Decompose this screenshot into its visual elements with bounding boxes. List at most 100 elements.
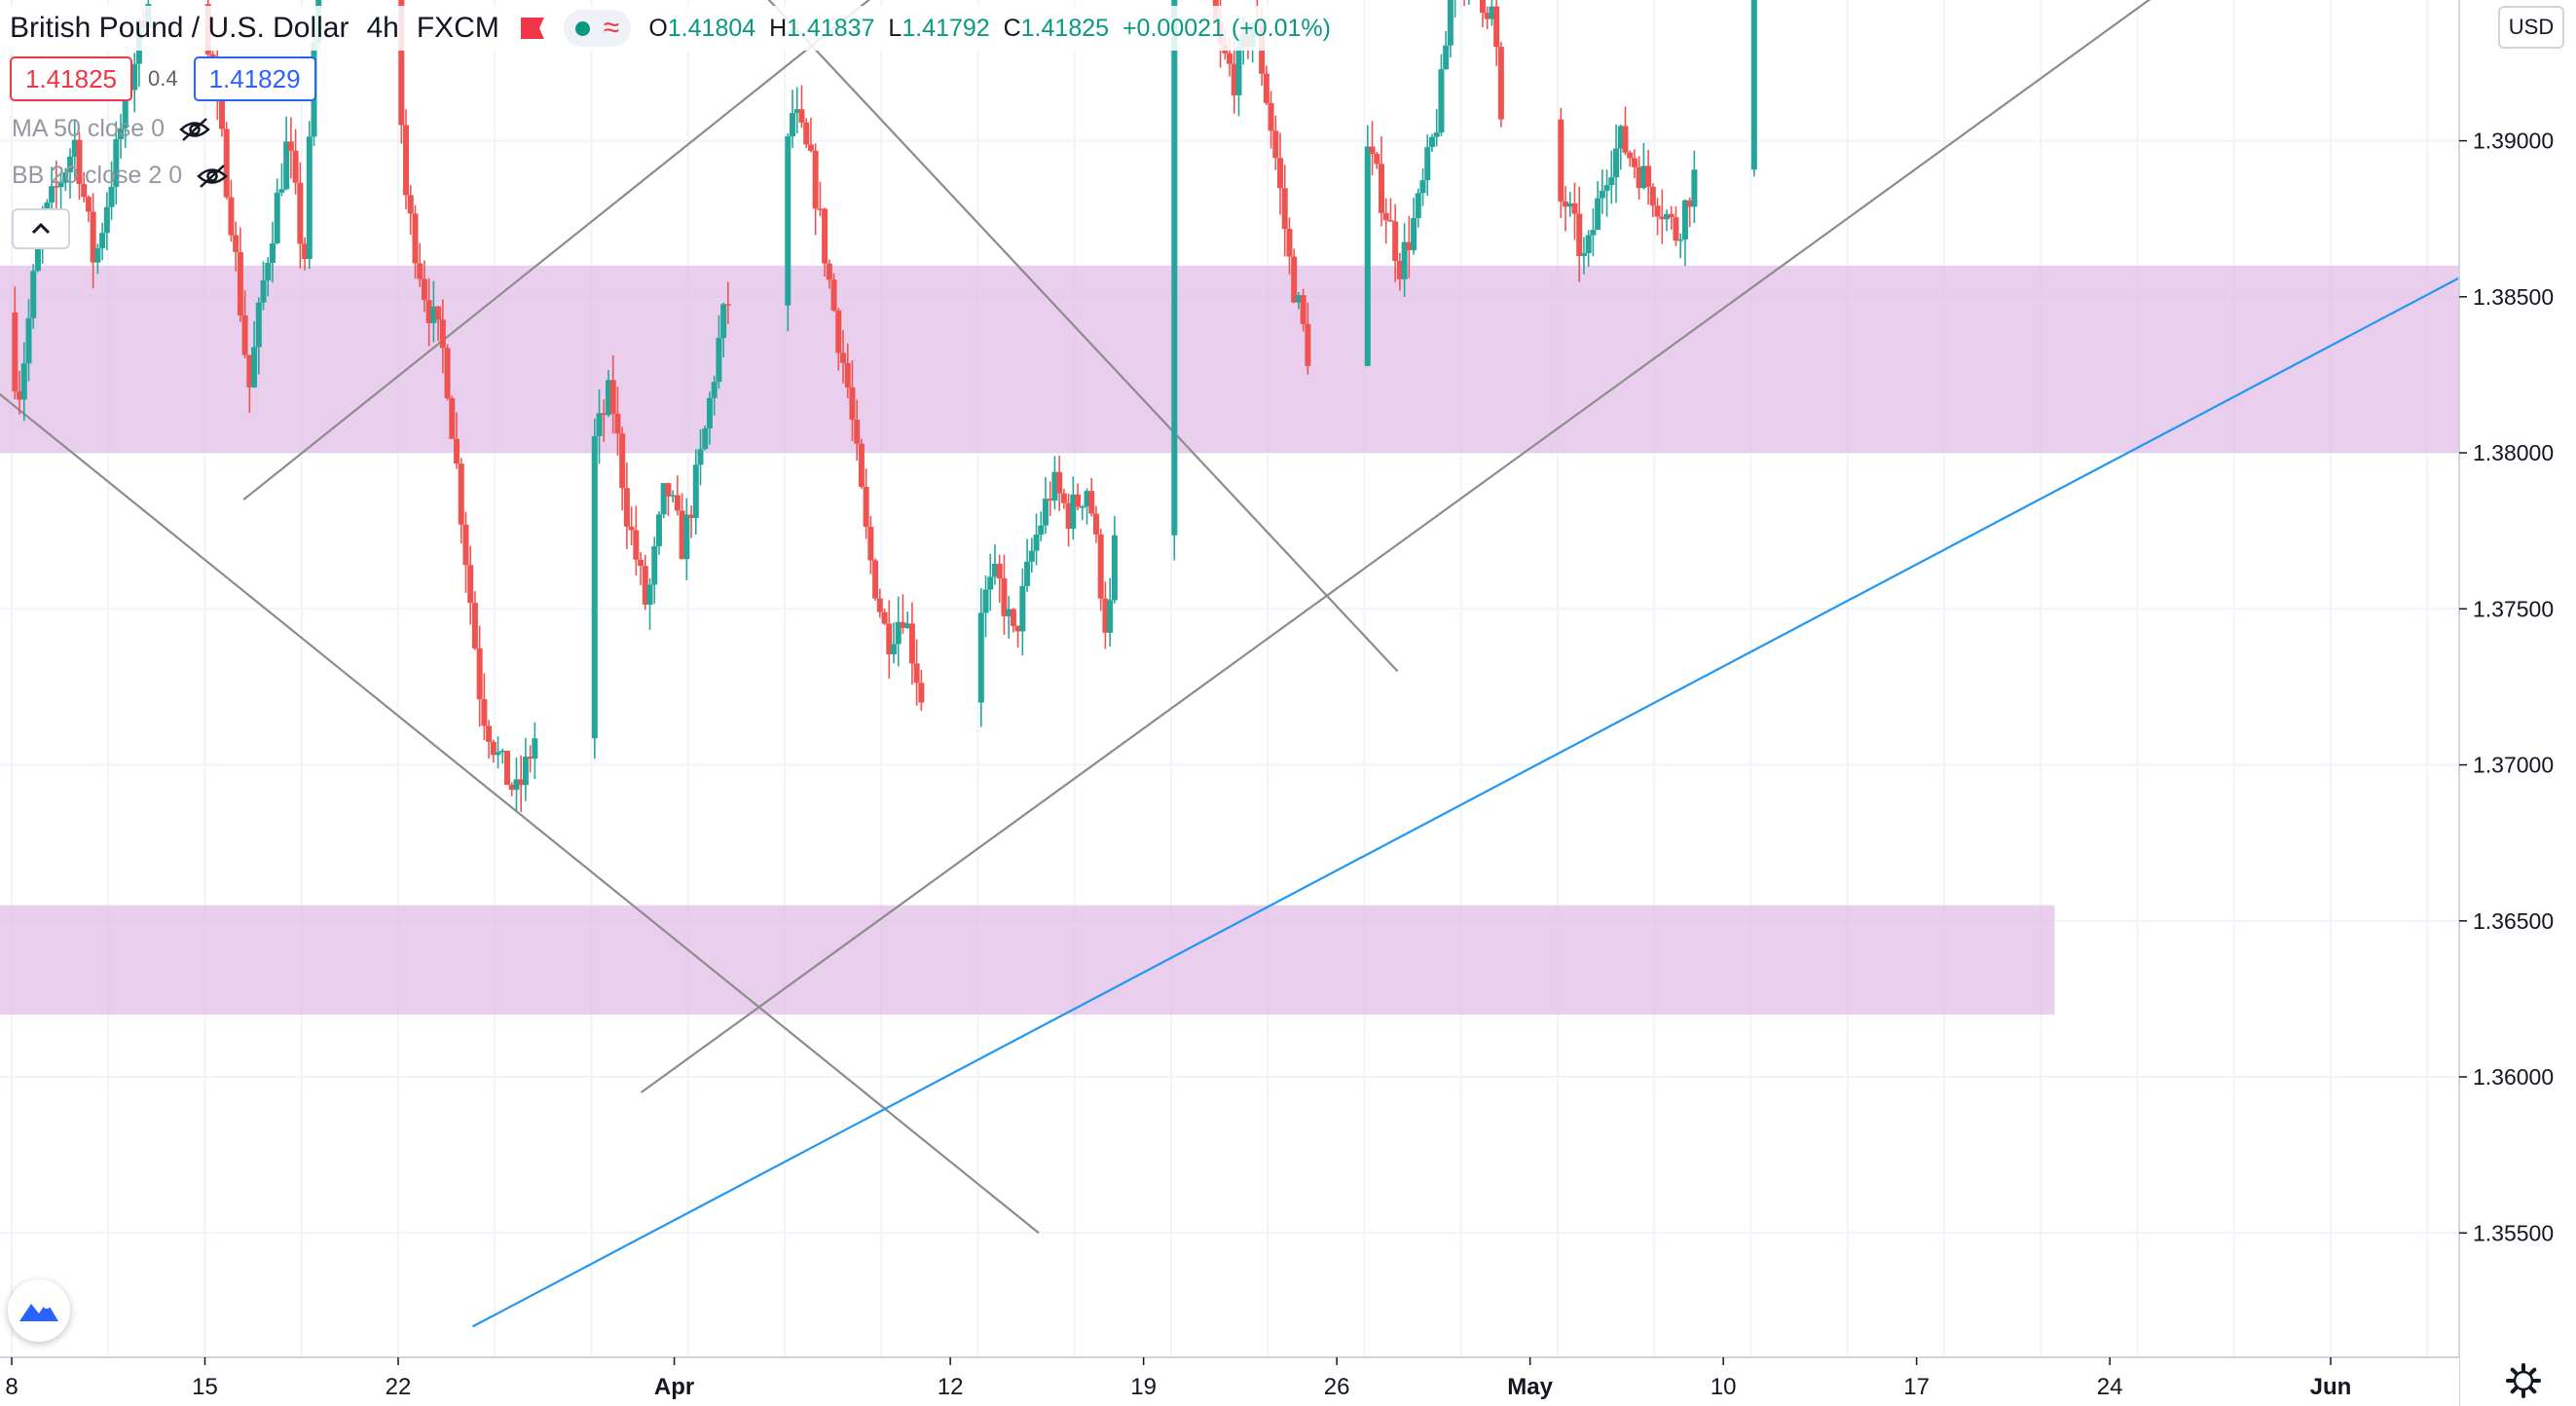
candle-body: [1295, 295, 1302, 303]
candle-body: [854, 419, 861, 444]
candle-body: [1668, 213, 1674, 218]
candle-body: [1603, 185, 1610, 191]
candle-body: [1084, 491, 1090, 507]
candle-body: [812, 150, 819, 209]
interval-label[interactable]: 4h: [366, 12, 399, 44]
candle-body: [237, 251, 243, 316]
candle-body: [1392, 221, 1399, 262]
candle-body: [844, 362, 851, 388]
candle-body: [1447, 0, 1454, 46]
collapse-legend-button[interactable]: [12, 208, 70, 249]
candle-body: [486, 725, 493, 742]
eye-off-icon[interactable]: [196, 164, 229, 189]
settings-gear-icon[interactable]: [2504, 1361, 2543, 1400]
candle-body: [1608, 177, 1615, 186]
candle-body: [297, 182, 304, 244]
candle-body: [609, 380, 616, 414]
candle-body: [793, 109, 800, 114]
symbol-name[interactable]: British Pound / U.S. Dollar: [10, 12, 350, 44]
candle-body: [692, 464, 699, 519]
candle-body: [1268, 102, 1274, 131]
candle-body: [1654, 205, 1661, 217]
candle-body: [638, 559, 644, 567]
candle-body: [1590, 230, 1597, 236]
candle-body: [674, 495, 681, 511]
candle-body: [867, 527, 874, 561]
spread-value: 0.4: [147, 66, 178, 91]
indicator-ma[interactable]: MA 50 close 0: [12, 115, 211, 143]
candle-body: [886, 623, 893, 655]
candle-body: [34, 238, 41, 272]
candle-body: [1673, 217, 1679, 241]
flag-icon[interactable]: [520, 18, 544, 39]
candle-body: [403, 125, 410, 196]
candle-body: [790, 113, 796, 136]
tradingview-logo-button[interactable]: [8, 1279, 70, 1342]
candle-body: [274, 192, 280, 243]
candle-body: [830, 279, 837, 311]
candle-body: [444, 348, 451, 398]
candle-body: [1277, 158, 1284, 189]
candle-body: [471, 603, 478, 648]
candle-body: [614, 413, 621, 434]
candle-body: [1622, 126, 1629, 153]
candle-body: [25, 317, 32, 364]
candle-body: [518, 779, 525, 786]
candle-body: [1227, 53, 1233, 64]
candle-body: [90, 211, 96, 263]
candle-body: [1387, 220, 1394, 222]
sell-button[interactable]: 1.41825: [10, 56, 132, 101]
candle-body: [1677, 239, 1684, 241]
candle-body: [1010, 609, 1016, 626]
candle-body: [807, 144, 814, 151]
candle-body: [1415, 193, 1421, 218]
candle-body: [228, 197, 235, 236]
candle-body: [900, 621, 906, 628]
candle-body: [233, 235, 239, 252]
candle-body: [527, 757, 534, 759]
candle-body: [724, 304, 731, 306]
candle-body: [94, 247, 101, 263]
currency-button[interactable]: USD: [2498, 6, 2564, 49]
change-value: +0.00021 (+0.01%): [1122, 14, 1331, 42]
x-tick-label: 26: [1324, 1374, 1350, 1400]
indicator-bb[interactable]: BB 20 close 2 0: [12, 162, 229, 190]
candle-body: [826, 263, 832, 280]
candle-body: [425, 300, 432, 323]
candle-body: [633, 530, 640, 560]
candle-body: [76, 139, 83, 185]
candle-body: [1006, 609, 1012, 616]
candle-body: [1401, 241, 1408, 279]
candle-body: [1649, 186, 1656, 206]
y-tick-label: 1.38500: [2473, 284, 2554, 310]
candle-body: [462, 524, 469, 566]
candle-body: [822, 208, 828, 264]
eye-off-icon[interactable]: [178, 117, 211, 142]
buy-button[interactable]: 1.41829: [193, 56, 316, 101]
candle-body: [1433, 132, 1440, 137]
candle-body: [1079, 506, 1086, 508]
candle-body: [454, 438, 460, 464]
market-status-pill[interactable]: ≈: [563, 10, 632, 47]
candle-body: [1580, 252, 1587, 256]
candle-body: [596, 413, 603, 437]
candle-body: [1659, 216, 1666, 220]
candle-body: [619, 433, 626, 489]
trendlines: [0, 0, 2484, 1328]
candle-body: [679, 510, 685, 560]
low-value: 1.41792: [902, 14, 990, 42]
indicator-bb-label: BB 20 close 2 0: [12, 162, 183, 189]
candle-body: [458, 463, 464, 525]
candle-body: [30, 271, 37, 318]
x-tick-label: 15: [192, 1374, 218, 1400]
support-resistance-zones: [0, 265, 2459, 1015]
x-tick-label: 22: [386, 1374, 412, 1400]
indicator-ma-label: MA 50 close 0: [12, 115, 166, 142]
candle-body: [1686, 200, 1693, 207]
candle-body: [504, 751, 511, 786]
candle-body: [131, 63, 138, 91]
candle-body: [246, 354, 253, 388]
candle-body: [798, 109, 805, 123]
candle-body: [1645, 166, 1652, 187]
